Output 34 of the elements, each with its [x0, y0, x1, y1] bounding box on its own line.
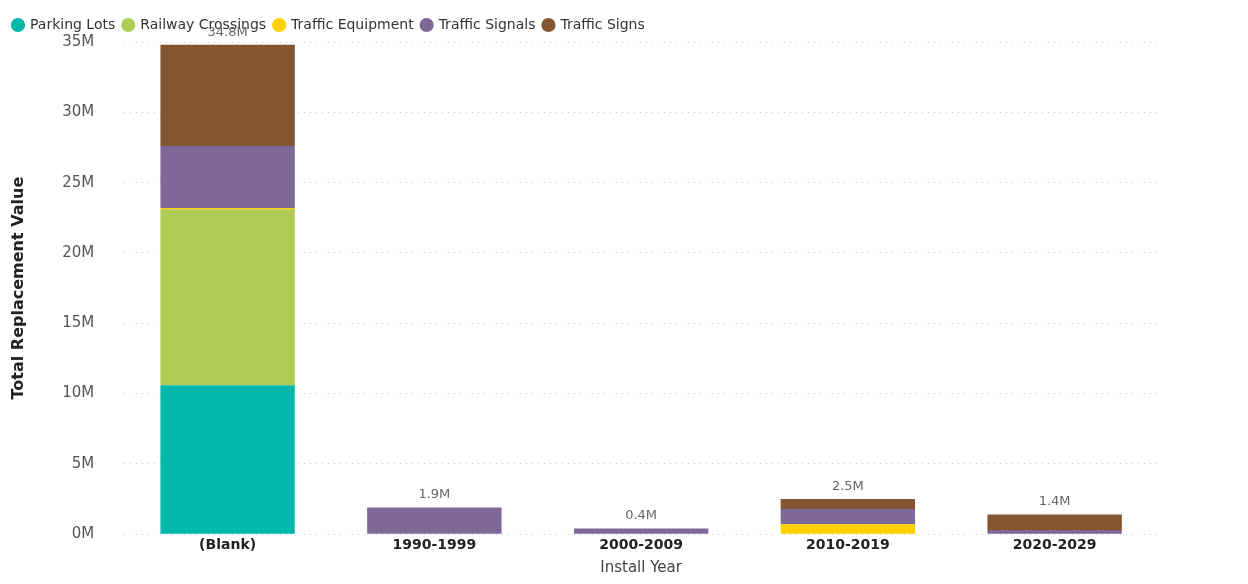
x-tick-label: 2000-2009	[599, 536, 683, 553]
total-label: 2.5M	[831, 477, 864, 493]
bar	[780, 524, 916, 534]
bar	[160, 146, 295, 208]
bar	[987, 514, 1122, 530]
x-tick-label: 2010-2019	[805, 536, 890, 553]
bar	[160, 385, 295, 534]
total-label: 1.9M	[418, 486, 451, 502]
y-tick-label: 15M	[62, 313, 95, 332]
x-axis-title: Install Year	[600, 557, 683, 576]
y-tick-label: 25M	[62, 172, 95, 191]
bar	[780, 499, 916, 509]
y-axis-title: Total Replacement Value	[7, 176, 27, 400]
y-tick-label: 10M	[62, 383, 95, 402]
bar	[160, 44, 295, 147]
y-tick-label: 30M	[62, 102, 95, 121]
bar	[367, 507, 502, 534]
total-label: 1.4M	[1038, 493, 1071, 509]
bar	[780, 508, 916, 525]
x-tick-label: 1990-1999	[392, 536, 477, 553]
bar	[160, 209, 295, 386]
legend-label: Traffic Signals	[437, 15, 536, 32]
total-label: 0.4M	[625, 507, 658, 523]
y-tick-label: 0M	[71, 524, 95, 543]
legend-label: Traffic Signs	[559, 15, 645, 32]
x-tick-label: (Blank)	[199, 536, 257, 553]
legend-label: Parking Lots	[30, 15, 116, 32]
x-tick-label: 2020-2029	[1012, 536, 1097, 553]
bar	[573, 528, 709, 534]
y-tick-label: 35M	[62, 31, 95, 50]
y-tick-label: 20M	[62, 242, 95, 261]
legend-label: Traffic Equipment	[290, 15, 415, 32]
bar	[987, 529, 1122, 534]
y-tick-label: 5M	[71, 453, 95, 472]
